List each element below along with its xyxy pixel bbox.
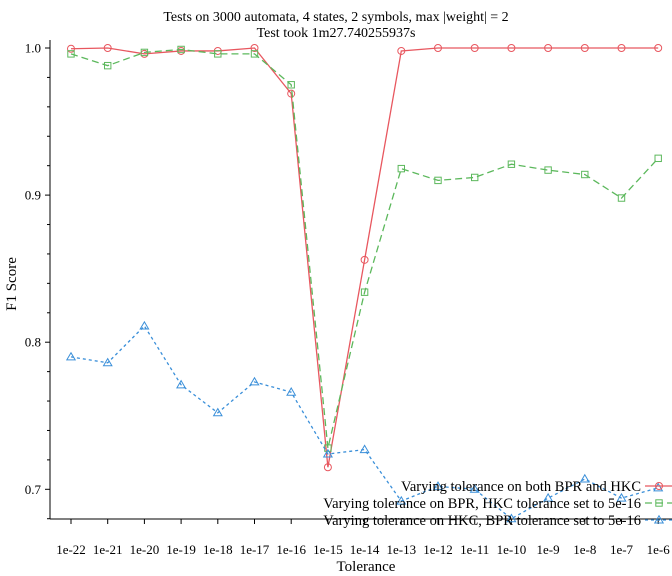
- x-tick-label: 1e-7: [610, 542, 634, 557]
- x-tick-label: 1e-15: [313, 542, 343, 557]
- x-axis-ticks: 1e-22 1e-21 1e-20 1e-19 1e-18 1e-17 1e-16 1e-15…: [56, 519, 670, 557]
- x-tick-label: 1e-14: [350, 542, 380, 557]
- x-tick-label: 1e-11: [460, 542, 489, 557]
- chart-subtitle: Test took 1m27.740255937s: [257, 26, 416, 41]
- legend-item: Varying tolerance on BPR, HKC tolerance …: [323, 496, 672, 512]
- data-point: [67, 44, 75, 53]
- data-point: [250, 50, 259, 58]
- x-tick-label: 1e-16: [276, 542, 306, 557]
- data-point: [323, 463, 332, 472]
- legend-label: Varying tolerance on BPR, HKC tolerance …: [323, 496, 641, 512]
- data-point: [212, 407, 223, 417]
- legend-item: Varying tolerance on HKC, BPR tolerance …: [323, 513, 672, 529]
- data-point: [507, 44, 516, 52]
- y-tick-label: 0.9: [25, 188, 41, 203]
- series-2: [67, 45, 662, 452]
- series-line: [70, 324, 659, 520]
- data-point: [139, 320, 150, 330]
- data-point: [322, 448, 333, 458]
- legend-marker: [655, 482, 663, 490]
- data-point: [102, 357, 113, 367]
- y-tick-label: 1.0: [25, 41, 41, 56]
- data-point: [287, 89, 296, 98]
- series-line: [70, 47, 659, 468]
- data-point: [177, 45, 185, 54]
- data-point: [654, 44, 663, 52]
- y-tick-label: 0.7: [25, 482, 42, 497]
- data-point: [617, 194, 626, 202]
- data-point: [432, 481, 444, 490]
- data-point: [360, 288, 369, 296]
- data-point: [470, 44, 479, 52]
- plot-area: [65, 44, 664, 523]
- data-point: [250, 44, 259, 52]
- data-point: [397, 164, 406, 173]
- y-axis-label: F1 Score: [4, 257, 20, 311]
- x-tick-label: 1e-21: [93, 542, 123, 557]
- x-tick-label: 1e-8: [573, 542, 596, 557]
- legend-label: Varying tolerance on both BPR and HKC: [401, 479, 641, 495]
- legend-marker: [653, 514, 665, 524]
- y-tick-label: 0.8: [25, 335, 41, 350]
- data-point: [396, 495, 407, 505]
- x-tick-label: 1e-10: [497, 542, 527, 557]
- data-point: [616, 492, 627, 502]
- x-tick-label: 1e-22: [56, 542, 86, 557]
- data-point: [506, 513, 517, 523]
- data-point: [507, 160, 516, 168]
- data-point: [471, 173, 479, 182]
- legend-marker: [655, 499, 663, 507]
- data-point: [654, 154, 662, 163]
- x-tick-label: 1e-19: [166, 542, 196, 557]
- data-point: [287, 81, 295, 89]
- x-tick-label: 1e-12: [423, 542, 453, 557]
- data-point: [176, 379, 187, 389]
- data-point: [397, 46, 406, 55]
- x-tick-label: 1e-9: [537, 542, 560, 557]
- data-point: [104, 61, 112, 70]
- chart-title: Tests on 3000 automata, 4 states, 2 symb…: [163, 10, 508, 25]
- data-point: [140, 48, 149, 57]
- data-point: [544, 44, 553, 52]
- data-point: [67, 50, 75, 58]
- data-point: [469, 484, 480, 493]
- x-tick-label: 1e-20: [130, 542, 160, 557]
- data-point: [214, 50, 222, 58]
- data-point: [249, 376, 260, 386]
- data-point: [544, 166, 552, 174]
- x-tick-label: 1e-17: [240, 542, 270, 557]
- data-point: [103, 44, 112, 52]
- series-1: [67, 44, 663, 472]
- data-point: [434, 44, 442, 52]
- x-tick-label: 1e-18: [203, 542, 233, 557]
- data-point: [543, 492, 554, 502]
- y-axis-ticks: 0.7 0.8 0.9 1.0: [25, 41, 50, 520]
- data-point: [286, 387, 297, 396]
- data-point: [580, 44, 589, 52]
- x-tick-label: 1e-13: [386, 542, 416, 557]
- data-point: [579, 473, 590, 483]
- legend: Varying tolerance on both BPR and HKCVar…: [323, 479, 672, 529]
- data-point: [359, 444, 370, 454]
- x-tick-label: 1e-6: [647, 542, 671, 557]
- series-line: [70, 48, 659, 449]
- data-point: [434, 176, 442, 185]
- data-point: [65, 351, 77, 361]
- data-point: [360, 255, 369, 264]
- legend-label: Varying tolerance on HKC, BPR tolerance …: [323, 513, 641, 529]
- data-point: [617, 44, 626, 52]
- data-point: [581, 170, 589, 179]
- legend-item: Varying tolerance on both BPR and HKC: [401, 479, 672, 495]
- x-axis-label: Tolerance: [337, 559, 396, 575]
